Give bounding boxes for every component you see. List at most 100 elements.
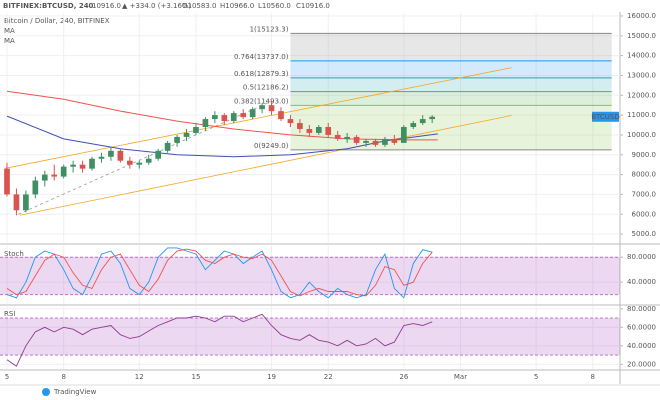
x-tick-label: 15 (191, 373, 200, 381)
fib-label: 0(9249.0) (254, 142, 289, 150)
close: C10916.0 (296, 2, 330, 10)
candle-body (400, 127, 407, 143)
candle-body (108, 150, 114, 157)
candle-body (278, 111, 284, 120)
candle-body (410, 123, 417, 128)
candle-body (126, 160, 133, 165)
y-tick-label: 10000.0 (627, 131, 656, 139)
legend-entry: MA (4, 37, 15, 45)
panel-title: RSI (4, 310, 15, 318)
low: L10560.0 (258, 2, 291, 10)
y-tick-label: 11000.0 (627, 111, 656, 119)
fib-label: 1(15123.3) (250, 25, 289, 33)
brand-logo (42, 388, 50, 396)
y-tick-label: 15000.0 (627, 32, 656, 40)
candle-body (315, 127, 322, 133)
y-tick-label: 40.0000 (627, 278, 656, 286)
y-tick-label: 9000.0 (632, 151, 657, 159)
brand: TradingView (53, 388, 97, 396)
candle-body (60, 166, 67, 177)
candle-body (363, 140, 369, 143)
y-tick-label: 60.0000 (627, 323, 656, 331)
y-tick-label: 16000.0 (627, 12, 656, 20)
line (6, 248, 433, 297)
candle-body (249, 109, 256, 118)
candle-body (344, 136, 350, 139)
candle-body (372, 140, 379, 145)
legend-entry: MA (4, 27, 15, 35)
candle-body (212, 115, 218, 120)
candle-body (79, 164, 86, 169)
panel-title: Stoch (4, 250, 24, 258)
x-tick-label: 22 (324, 373, 333, 381)
x-tick-label: 5 (5, 373, 9, 381)
candle-body (98, 156, 105, 159)
trend-line (20, 115, 512, 216)
y-tick-label: 40.0000 (627, 342, 656, 350)
y-tick-label: 80.0000 (627, 305, 656, 313)
x-tick-label: 19 (267, 373, 276, 381)
candle-body (202, 119, 209, 128)
candle-body (23, 194, 29, 211)
y-tick-label: 80.0000 (627, 253, 656, 261)
candle-body (164, 142, 171, 151)
candle-body (391, 138, 398, 143)
candle-body (419, 119, 426, 124)
candle-body (230, 113, 237, 122)
moving-average (6, 115, 438, 158)
candle-body (136, 162, 143, 165)
y-tick-label: 12000.0 (627, 91, 656, 99)
y-tick-label: 13000.0 (627, 71, 656, 79)
x-tick-label: 12 (135, 373, 144, 381)
candle-body (193, 127, 199, 133)
x-tick-label: 8 (591, 373, 595, 381)
band (0, 257, 620, 295)
fib-band (290, 77, 612, 92)
candle-body (183, 132, 190, 137)
candle-body (353, 136, 360, 143)
candle-body (240, 113, 247, 118)
fib-label: 0.764(13737.0) (234, 53, 289, 61)
band (0, 318, 620, 356)
change: ▲ +334.0 (+3.16%) (122, 2, 192, 10)
y-tick-label: 5000.0 (632, 230, 657, 238)
candle-body (70, 164, 76, 167)
candle-body (41, 174, 48, 181)
candle-body (382, 138, 388, 145)
x-tick-label: 26 (399, 373, 408, 381)
candle-body (145, 158, 152, 163)
open: O10583.0 (182, 2, 216, 10)
y-tick-label: 8000.0 (632, 171, 657, 179)
candle-body (89, 158, 95, 169)
x-tick-label: 8 (61, 373, 65, 381)
candle-body (429, 116, 436, 120)
y-tick-label: 6000.0 (632, 210, 657, 218)
fib-label: 0.618(12879.3) (234, 70, 289, 78)
price-label: BTCUSD (591, 113, 620, 121)
candle-body (51, 174, 58, 177)
high: H10966.0 (220, 2, 254, 10)
line (6, 247, 433, 299)
candle-body (297, 123, 303, 129)
candle-body (306, 128, 313, 133)
candle-body (155, 150, 161, 159)
candle-body (334, 134, 341, 139)
candle-body (325, 127, 332, 135)
candle-body (174, 136, 180, 143)
candle-body (287, 119, 294, 124)
candle-body (259, 105, 265, 110)
trend-line (5, 67, 512, 169)
x-tick-label: Mar (454, 373, 467, 381)
fib-band (290, 33, 612, 61)
last-price: 10916.0 (92, 2, 121, 10)
x-tick-label: 5 (534, 373, 538, 381)
symbol: BITFINEX:BTCUSD, 240 (3, 2, 94, 10)
line (6, 313, 433, 367)
fib-band (290, 91, 612, 106)
candle-body (221, 115, 228, 122)
chart-title: Bitcoin / Dollar, 240, BITFINEX (4, 17, 110, 25)
fib-label: 0.382(11493.0) (234, 97, 289, 105)
y-tick-label: 20.0000 (627, 360, 656, 368)
candle-body (13, 194, 20, 211)
